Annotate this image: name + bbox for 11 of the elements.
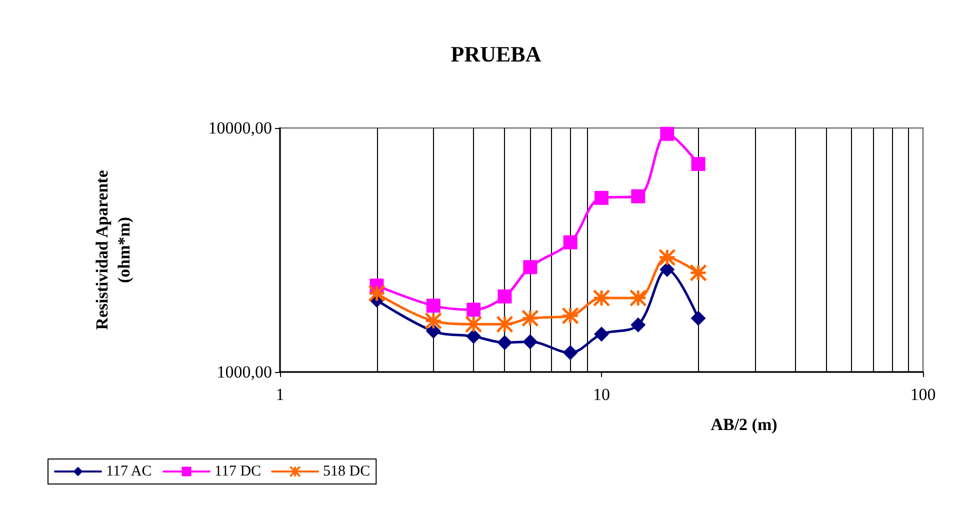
legend-label: 518 DC: [323, 464, 370, 480]
x-tick-label: 1: [276, 385, 284, 404]
legend-label: 117 DC: [214, 464, 262, 480]
x-tick-label: 10: [593, 385, 610, 404]
y-axis-title: Resistividad Aparente (ohm*m): [92, 170, 134, 330]
legend-label: 117 AC: [106, 464, 152, 480]
y-tick-label: 1000,00: [216, 362, 272, 382]
x-axis-title: AB/2 (m): [710, 415, 778, 434]
y-tick-label: 10000,00: [208, 118, 272, 138]
x-tick-label: 100: [910, 385, 936, 404]
chart-title: PRUEBA: [450, 42, 542, 66]
